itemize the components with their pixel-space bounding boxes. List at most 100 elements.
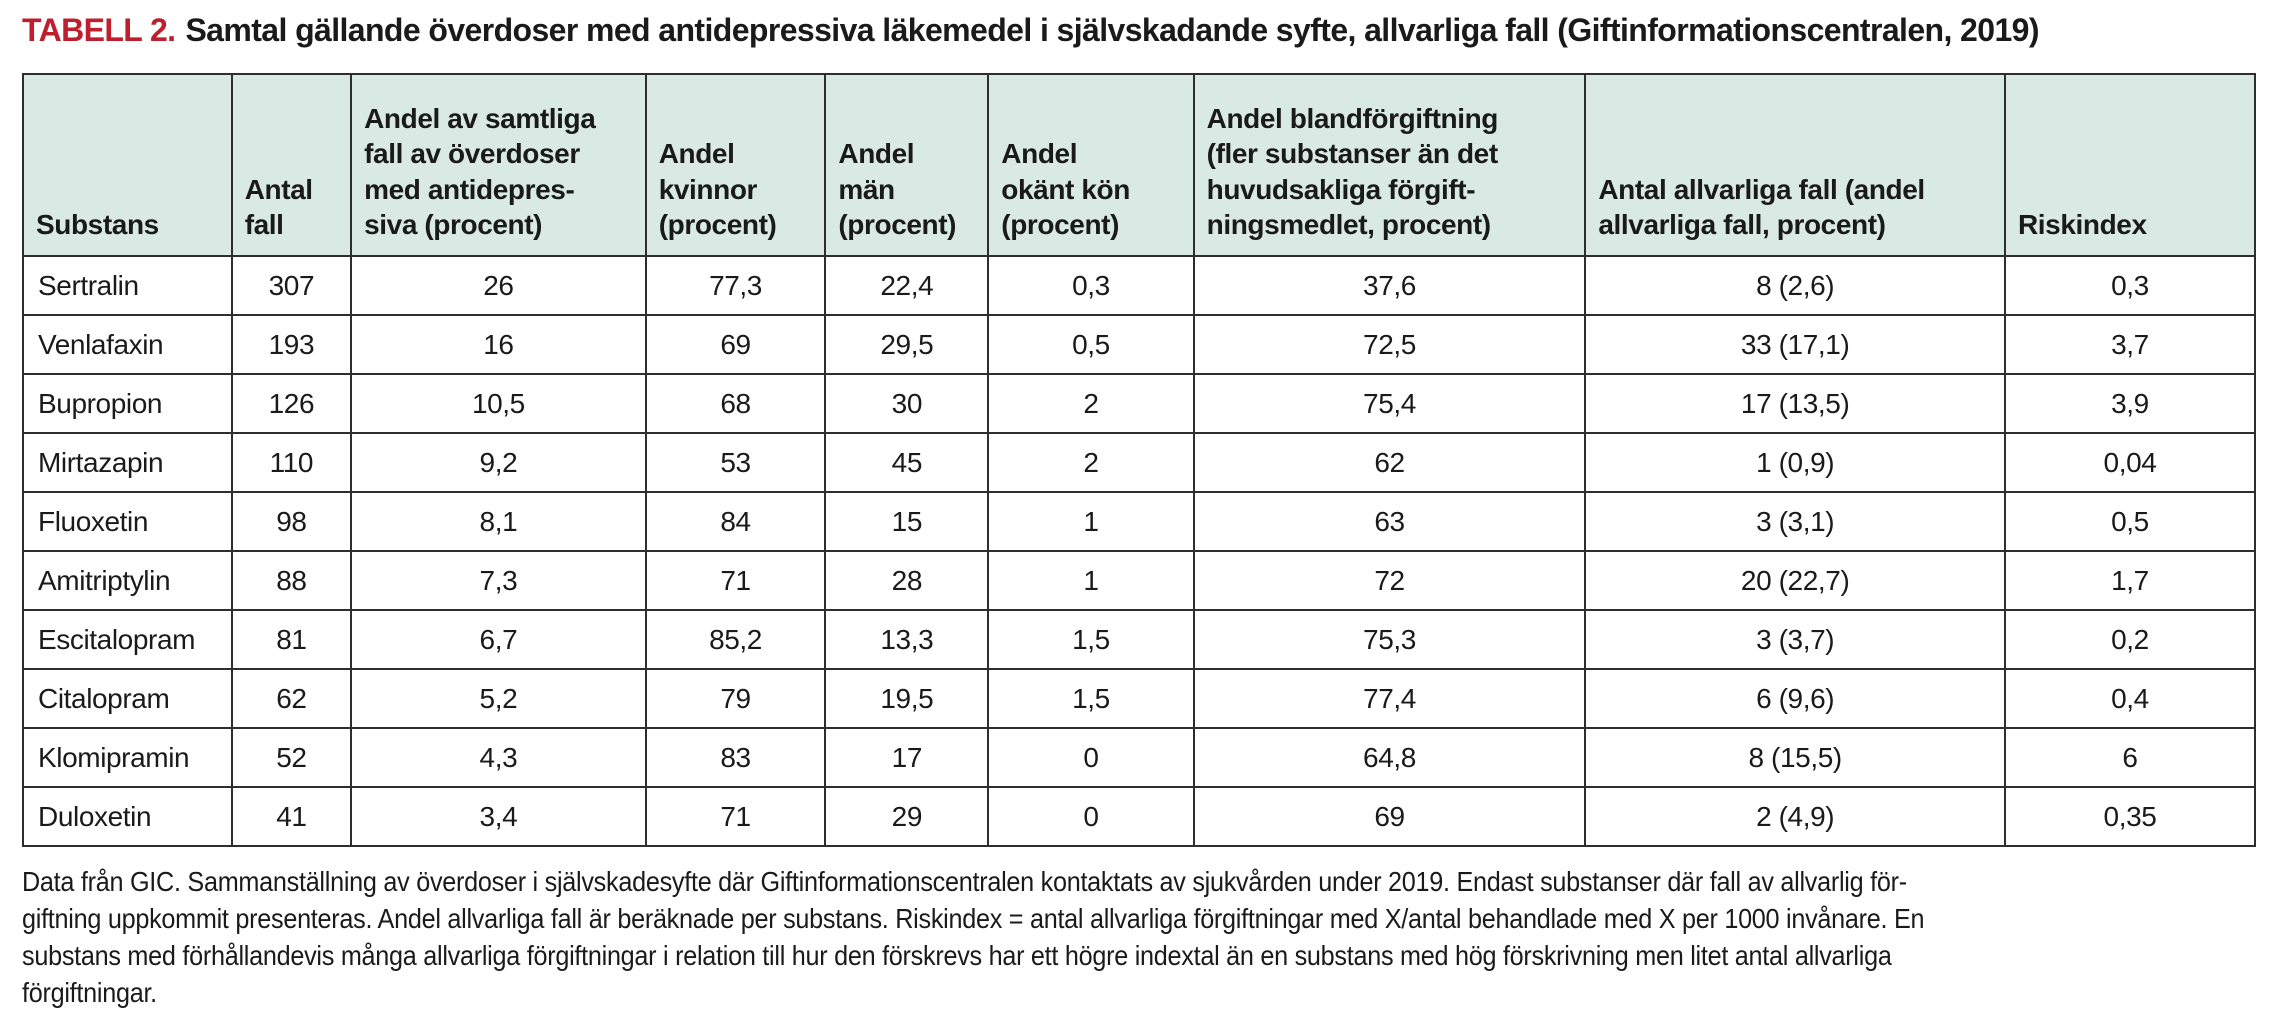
header-substans: Substans: [22, 73, 233, 257]
value-cell: 22,4: [824, 255, 990, 316]
footnote-line: substans med förhållandevis många allvar…: [22, 940, 1892, 971]
table-row: Amitriptylin 88 7,3 71 28 1 72 20 (22,7) 1,7: [22, 550, 2257, 611]
header-allvarliga-fall: Antal allvarliga fall (andel allvarliga …: [1584, 73, 2006, 257]
table-row: Sertralin 307 26 77,3 22,4 0,3 37,6 8 (2,6) 0,3: [22, 255, 2257, 316]
value-cell: 77,4: [1192, 668, 1587, 729]
substance-cell: Amitriptylin: [22, 550, 233, 611]
value-cell: 3,9: [2003, 373, 2257, 434]
value-cell: 20 (22,7): [1584, 550, 2006, 611]
value-cell: 0,2: [2003, 609, 2257, 670]
value-cell: 110: [230, 432, 353, 493]
footnote-line: giftning uppkommit presenteras. Andel al…: [22, 903, 1925, 934]
table-title: TABELL 2. Samtal gällande överdoser med a…: [22, 12, 2256, 49]
value-cell: 88: [230, 550, 353, 611]
value-cell: 0: [987, 786, 1195, 847]
value-cell: 0,3: [2003, 255, 2257, 316]
value-cell: 7,3: [350, 550, 647, 611]
value-cell: 1 (0,9): [1584, 432, 2006, 493]
substance-cell: Venlafaxin: [22, 314, 233, 375]
value-cell: 53: [644, 432, 827, 493]
value-cell: 0,3: [987, 255, 1195, 316]
value-cell: 33 (17,1): [1584, 314, 2006, 375]
value-cell: 63: [1192, 491, 1587, 552]
value-cell: 19,5: [824, 668, 990, 729]
value-cell: 6,7: [350, 609, 647, 670]
table-row: Klomipramin 52 4,3 83 17 0 64,8 8 (15,5) 6: [22, 727, 2257, 788]
value-cell: 3 (3,7): [1584, 609, 2006, 670]
value-cell: 29,5: [824, 314, 990, 375]
value-cell: 3,7: [2003, 314, 2257, 375]
value-cell: 2: [987, 373, 1195, 434]
value-cell: 13,3: [824, 609, 990, 670]
value-cell: 0,5: [987, 314, 1195, 375]
value-cell: 16: [350, 314, 647, 375]
value-cell: 193: [230, 314, 353, 375]
value-cell: 28: [824, 550, 990, 611]
header-row: Substans Antal fall Andel av samtliga fa…: [22, 73, 2257, 257]
value-cell: 8 (15,5): [1584, 727, 2006, 788]
header-andel-okant-kon: Andel okänt kön (procent): [987, 73, 1195, 257]
substance-cell: Escitalopram: [22, 609, 233, 670]
table-row: Fluoxetin 98 8,1 84 15 1 63 3 (3,1) 0,5: [22, 491, 2257, 552]
value-cell: 126: [230, 373, 353, 434]
substance-cell: Bupropion: [22, 373, 233, 434]
value-cell: 3,4: [350, 786, 647, 847]
value-cell: 1: [987, 550, 1195, 611]
value-cell: 68: [644, 373, 827, 434]
value-cell: 29: [824, 786, 990, 847]
value-cell: 4,3: [350, 727, 647, 788]
value-cell: 75,3: [1192, 609, 1587, 670]
value-cell: 77,3: [644, 255, 827, 316]
footnote-line: förgiftningar.: [22, 977, 157, 1008]
value-cell: 37,6: [1192, 255, 1587, 316]
value-cell: 1: [987, 491, 1195, 552]
value-cell: 83: [644, 727, 827, 788]
substance-cell: Duloxetin: [22, 786, 233, 847]
table-title-text: Samtal gällande överdoser med antidepres…: [185, 12, 2039, 48]
value-cell: 2: [987, 432, 1195, 493]
substance-cell: Klomipramin: [22, 727, 233, 788]
value-cell: 71: [644, 786, 827, 847]
value-cell: 72: [1192, 550, 1587, 611]
header-andel-kvinnor: Andel kvinnor (procent): [644, 73, 827, 257]
value-cell: 17: [824, 727, 990, 788]
value-cell: 15: [824, 491, 990, 552]
value-cell: 62: [230, 668, 353, 729]
value-cell: 5,2: [350, 668, 647, 729]
value-cell: 26: [350, 255, 647, 316]
value-cell: 69: [1192, 786, 1587, 847]
value-cell: 3 (3,1): [1584, 491, 2006, 552]
header-andel-av-samtliga: Andel av samtliga fall av överdoser med …: [350, 73, 647, 257]
value-cell: 98: [230, 491, 353, 552]
value-cell: 1,7: [2003, 550, 2257, 611]
value-cell: 30: [824, 373, 990, 434]
table-header: Substans Antal fall Andel av samtliga fa…: [22, 73, 2257, 257]
table-row: Citalopram 62 5,2 79 19,5 1,5 77,4 6 (9,6) 0,4: [22, 668, 2257, 729]
table-row: Duloxetin 41 3,4 71 29 0 69 2 (4,9) 0,35: [22, 786, 2257, 847]
value-cell: 79: [644, 668, 827, 729]
table-row: Bupropion 126 10,5 68 30 2 75,4 17 (13,5) 3,9: [22, 373, 2257, 434]
table-body: Sertralin 307 26 77,3 22,4 0,3 37,6 8 (2,6) 0,3 V…: [22, 255, 2257, 847]
header-riskindex: Riskindex: [2003, 73, 2257, 257]
value-cell: 41: [230, 786, 353, 847]
value-cell: 1,5: [987, 668, 1195, 729]
value-cell: 0,04: [2003, 432, 2257, 493]
value-cell: 307: [230, 255, 353, 316]
value-cell: 2 (4,9): [1584, 786, 2006, 847]
header-antal-fall: Antal fall: [230, 73, 353, 257]
value-cell: 84: [644, 491, 827, 552]
value-cell: 9,2: [350, 432, 647, 493]
substance-cell: Citalopram: [22, 668, 233, 729]
value-cell: 72,5: [1192, 314, 1587, 375]
value-cell: 71: [644, 550, 827, 611]
value-cell: 17 (13,5): [1584, 373, 2006, 434]
value-cell: 8,1: [350, 491, 647, 552]
table-row: Venlafaxin 193 16 69 29,5 0,5 72,5 33 (17,1) 3,7: [22, 314, 2257, 375]
value-cell: 0: [987, 727, 1195, 788]
footnote: Data från GIC. Sammanställning av överdo…: [22, 863, 2256, 1011]
value-cell: 8 (2,6): [1584, 255, 2006, 316]
value-cell: 6 (9,6): [1584, 668, 2006, 729]
value-cell: 75,4: [1192, 373, 1587, 434]
value-cell: 0,4: [2003, 668, 2257, 729]
